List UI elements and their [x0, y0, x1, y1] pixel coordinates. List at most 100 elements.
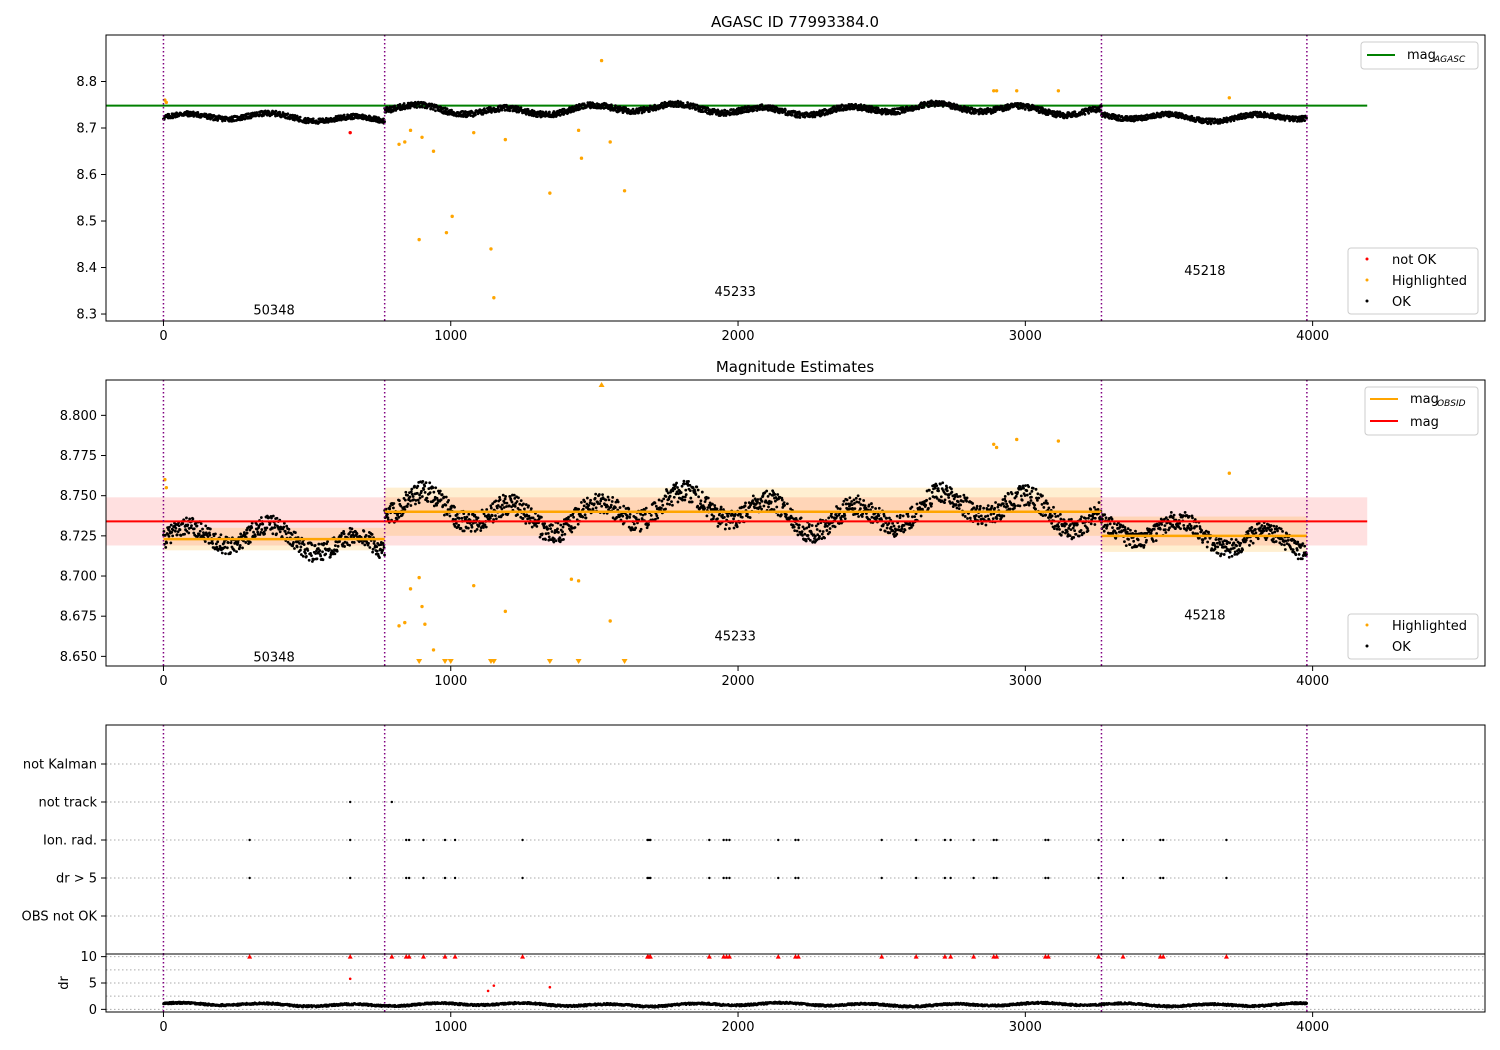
- ok-point: [265, 526, 269, 530]
- ok-point: [680, 484, 684, 488]
- ok-point: [306, 549, 310, 552]
- ok-point: [943, 498, 947, 502]
- ok-point: [270, 113, 274, 117]
- ok-point: [241, 546, 244, 550]
- ok-point: [806, 534, 810, 537]
- ok-point: [903, 110, 907, 114]
- ok-point: [592, 502, 596, 506]
- ok-point: [275, 516, 279, 520]
- ok-point: [201, 527, 204, 531]
- panel1-legend-top: mag AGASC: [1360, 41, 1479, 70]
- ok-point: [501, 513, 505, 516]
- ok-point: [929, 504, 933, 508]
- ok-point: [780, 498, 784, 502]
- ok-point: [798, 116, 802, 119]
- ok-point: [773, 493, 777, 496]
- ok-point: [252, 530, 255, 534]
- ok-point: [593, 496, 597, 500]
- ok-point: [712, 515, 716, 518]
- ok-point: [649, 514, 653, 517]
- ok-point: [504, 495, 507, 498]
- ok-point: [313, 543, 317, 547]
- ok-point: [298, 541, 301, 545]
- ok-point: [979, 504, 982, 508]
- ok-point: [632, 522, 636, 526]
- ok-point: [696, 504, 700, 508]
- ok-point: [397, 499, 401, 503]
- ok-point: [790, 113, 794, 117]
- ok-point: [767, 505, 770, 509]
- ok-point: [443, 513, 446, 517]
- ok-point: [318, 549, 322, 552]
- ok-point: [719, 508, 723, 511]
- ok-point: [445, 513, 449, 516]
- ok-point: [885, 516, 889, 520]
- ok-point: [656, 516, 660, 520]
- ok-point: [174, 529, 177, 533]
- ok-point: [797, 526, 801, 530]
- ok-point: [954, 503, 958, 506]
- ok-point: [326, 540, 329, 544]
- ok-point: [903, 528, 907, 532]
- ok-point: [216, 540, 220, 544]
- ok-point: [444, 495, 448, 499]
- ok-point: [681, 101, 685, 105]
- ok-point: [310, 543, 314, 547]
- ok-point: [410, 487, 414, 491]
- ok-point: [519, 106, 523, 110]
- ok-point: [631, 107, 635, 111]
- ok-point: [570, 530, 574, 534]
- highlighted-point: [579, 156, 584, 160]
- ok-point: [604, 498, 608, 502]
- highlighted-point: [420, 135, 424, 140]
- ok-point: [287, 527, 291, 531]
- ok-point: [990, 504, 994, 508]
- ok-point: [857, 500, 861, 504]
- ok-point: [431, 107, 435, 111]
- ok-point: [235, 550, 238, 553]
- ok-point: [706, 106, 710, 110]
- ok-point: [489, 506, 493, 510]
- ok-point: [420, 105, 424, 109]
- ok-point: [968, 516, 972, 520]
- ok-point: [654, 504, 658, 508]
- ok-point: [582, 504, 586, 508]
- y-tick-label: 8.8: [76, 75, 97, 90]
- ok-point: [525, 112, 528, 116]
- ok-point: [556, 527, 559, 531]
- highlighted-point: [1227, 96, 1232, 100]
- ok-point: [229, 541, 233, 545]
- ok-point: [589, 498, 593, 502]
- ok-point: [392, 502, 396, 505]
- ok-point: [324, 552, 328, 556]
- ok-point: [479, 529, 483, 532]
- ok-point: [927, 506, 930, 510]
- ok-point: [219, 533, 223, 537]
- ok-point: [943, 501, 946, 505]
- not-ok-point: [348, 130, 352, 135]
- ok-point: [957, 507, 961, 511]
- ok-point: [225, 546, 229, 550]
- ok-point: [966, 517, 969, 520]
- highlighted-point: [1015, 89, 1019, 93]
- ok-point: [882, 514, 886, 518]
- ok-point: [915, 502, 919, 506]
- ok-point: [900, 527, 904, 531]
- ok-point: [950, 487, 953, 491]
- ok-point: [245, 531, 249, 535]
- ok-point: [744, 501, 747, 505]
- ok-point: [408, 495, 412, 499]
- ok-point: [271, 514, 275, 518]
- ok-point: [580, 501, 583, 504]
- ok-point: [485, 508, 489, 511]
- ok-point: [540, 532, 544, 536]
- ok-point: [1014, 494, 1018, 498]
- ok-point: [994, 501, 997, 504]
- ok-point: [403, 498, 407, 502]
- ok-point: [820, 532, 824, 536]
- ok-point: [684, 493, 688, 496]
- ok-point: [779, 513, 783, 517]
- ok-point: [924, 503, 928, 507]
- highlighted-point: [397, 142, 401, 146]
- ok-point: [975, 504, 979, 508]
